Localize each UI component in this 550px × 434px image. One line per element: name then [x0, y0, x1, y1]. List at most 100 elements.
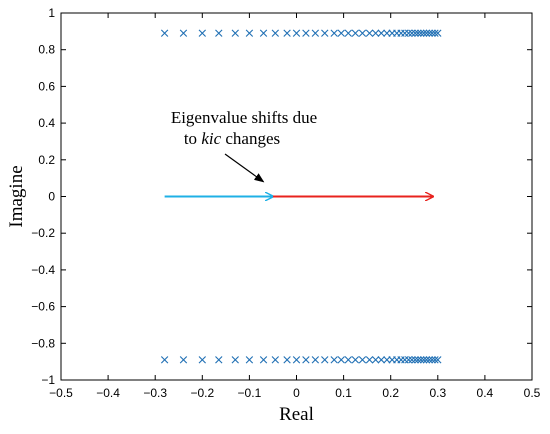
- eigenvalue-point: [198, 356, 206, 364]
- x-tick-label: 0.1: [335, 386, 352, 400]
- eigenvalue-point: [351, 29, 360, 37]
- eigenvalue-point: [397, 29, 405, 37]
- eigenvalue-point: [431, 356, 439, 364]
- eigenvalue-point: [428, 29, 436, 37]
- annotation-prefix: to: [184, 129, 201, 148]
- eigenvalue-point: [302, 356, 310, 364]
- y-tick-label: −0.4: [31, 263, 55, 277]
- eigenvalue-point: [351, 356, 360, 364]
- eigenvalue-point: [365, 29, 374, 37]
- eigenvalue-point: [231, 356, 239, 364]
- x-tick-label: −0.4: [96, 386, 120, 400]
- y-tick-label: 0.8: [38, 43, 55, 57]
- eigenvalue-point: [377, 356, 385, 364]
- eigenvalue-point: [259, 29, 268, 37]
- eigenvalue-point: [330, 29, 338, 37]
- eigenvalue-point: [383, 29, 391, 37]
- eigenvalue-point: [215, 29, 223, 37]
- y-tick-label: 0.6: [38, 79, 55, 93]
- eigenvalue-point: [245, 29, 254, 37]
- x-tick-label: 0.4: [477, 386, 494, 400]
- eigenvalue-point: [271, 29, 279, 37]
- x-tick-label: 0.2: [382, 386, 399, 400]
- eigenvalue-point: [371, 356, 380, 364]
- annotation-kic: kic: [201, 129, 221, 148]
- eigenvalue-point: [337, 29, 345, 37]
- eigenvalue-point: [283, 29, 291, 37]
- annotation-line-2: to kic changes: [184, 129, 280, 148]
- x-tick-label: −0.1: [238, 386, 262, 400]
- eigenvalue-point: [422, 29, 431, 37]
- y-axis-label: Imagine: [6, 165, 27, 227]
- eigenvalue-point: [401, 356, 409, 364]
- eigenvalue-point: [422, 356, 431, 364]
- x-tick-label: 0.3: [429, 386, 446, 400]
- eigenvalue-point: [302, 29, 310, 37]
- eigenvalue-point: [419, 356, 428, 364]
- eigenvalue-point: [411, 356, 419, 364]
- eigenvalue-point: [401, 29, 409, 37]
- y-tick-label: −1: [41, 373, 55, 387]
- eigenvalue-point: [404, 356, 413, 364]
- x-tick-label: −0.3: [143, 386, 167, 400]
- x-axis-ticks: −0.5 −0.4 −0.3 −0.2 −0.1 0 0.1 0.2 0.3 0.4 0.5: [49, 13, 541, 400]
- eigenvalue-point: [425, 356, 434, 364]
- eigenvalue-point: [417, 356, 425, 364]
- y-tick-label: 0.2: [38, 153, 55, 167]
- eigenvalue-markers: [160, 29, 442, 364]
- annotation-line-1: Eigenvalue shifts due: [171, 108, 317, 127]
- eigenvalue-point: [311, 29, 320, 37]
- eigenvalue-point: [383, 356, 391, 364]
- eigenvalue-point: [358, 356, 367, 364]
- x-tick-label: −0.2: [190, 386, 214, 400]
- annotation-suffix: changes: [221, 129, 280, 148]
- eigenvalue-point: [414, 29, 422, 37]
- eigenvalue-point: [397, 356, 405, 364]
- y-tick-label: 1: [48, 6, 55, 20]
- eigenvalue-point: [160, 356, 169, 364]
- eigenvalue-point: [408, 356, 416, 364]
- eigenvalue-point: [271, 356, 279, 364]
- eigenvalue-point: [321, 29, 329, 37]
- eigenvalue-point: [404, 29, 413, 37]
- eigenvalue-point: [434, 29, 442, 37]
- eigenvalue-point: [198, 29, 206, 37]
- y-axis-ticks: 1 0.8 0.6 0.4 0.2 0 −0.2 −0.4 −0.6 −0.8 −1: [31, 6, 532, 387]
- eigenvalue-point: [179, 29, 188, 37]
- eigenvalue-point: [321, 356, 329, 364]
- eigenvalue-point: [431, 29, 439, 37]
- eigenvalue-point: [215, 356, 223, 364]
- eigenvalue-point: [292, 356, 301, 364]
- eigenvalue-point: [411, 29, 419, 37]
- eigenvalue-point: [179, 356, 188, 364]
- eigenvalue-point: [231, 29, 239, 37]
- eigenvalue-point: [434, 356, 442, 364]
- eigenvalue-point: [414, 356, 422, 364]
- eigenvalue-point: [283, 356, 291, 364]
- eigenvalue-point: [425, 29, 434, 37]
- eigenvalue-point: [365, 356, 374, 364]
- y-tick-label: 0: [48, 190, 55, 204]
- eigenvalue-point: [358, 29, 367, 37]
- eigenvalue-point: [160, 29, 169, 37]
- eigenvalue-point: [377, 29, 385, 37]
- eigenvalue-point: [337, 356, 345, 364]
- annotation-pointer-arrow: [224, 153, 265, 183]
- eigenvalue-point: [419, 29, 428, 37]
- eigenvalue-point: [259, 356, 268, 364]
- eigenvalue-point: [344, 356, 352, 364]
- x-axis-label: Real: [279, 404, 314, 425]
- y-tick-label: 0.4: [38, 116, 55, 130]
- eigenvalue-point: [428, 356, 436, 364]
- x-tick-label: 0: [293, 386, 300, 400]
- x-tick-label: −0.5: [49, 386, 73, 400]
- eigenvalue-point: [417, 29, 425, 37]
- y-tick-label: −0.8: [31, 336, 55, 350]
- y-tick-label: −0.2: [31, 226, 55, 240]
- y-tick-label: −0.6: [31, 300, 55, 314]
- annotation: Eigenvalue shifts due to kic changes: [171, 108, 317, 183]
- eigenvalue-point: [371, 29, 380, 37]
- eigenvalue-point: [311, 356, 320, 364]
- eigenvalue-point: [344, 29, 352, 37]
